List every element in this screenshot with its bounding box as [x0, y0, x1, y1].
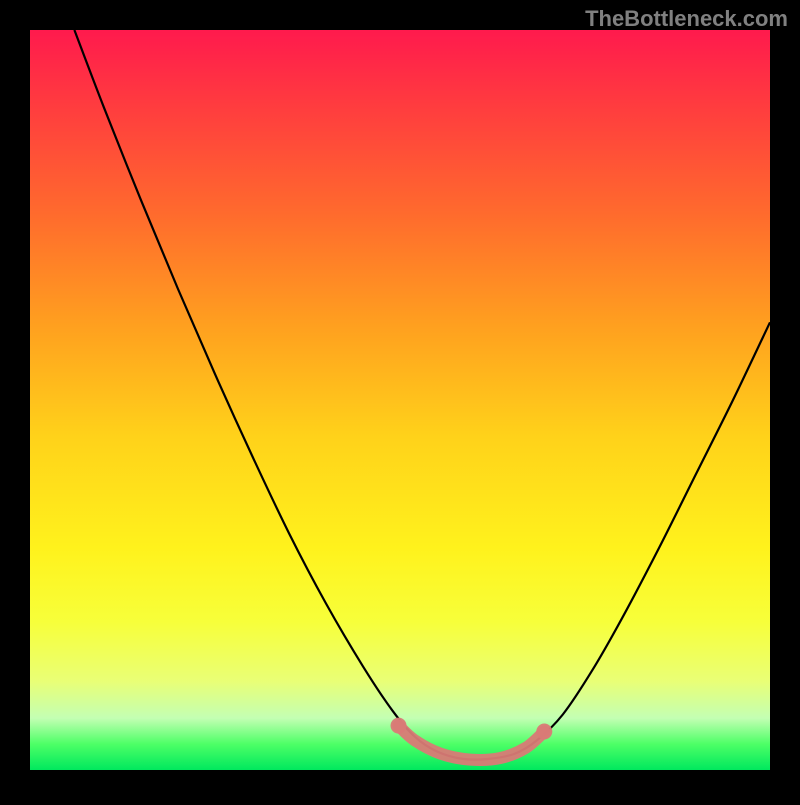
highlight-end-dot	[391, 718, 407, 734]
highlight-end-dot	[536, 724, 552, 740]
chart-frame: TheBottleneck.com	[0, 0, 800, 800]
bottleneck-curve-chart	[0, 0, 800, 800]
gradient-background	[30, 30, 770, 770]
